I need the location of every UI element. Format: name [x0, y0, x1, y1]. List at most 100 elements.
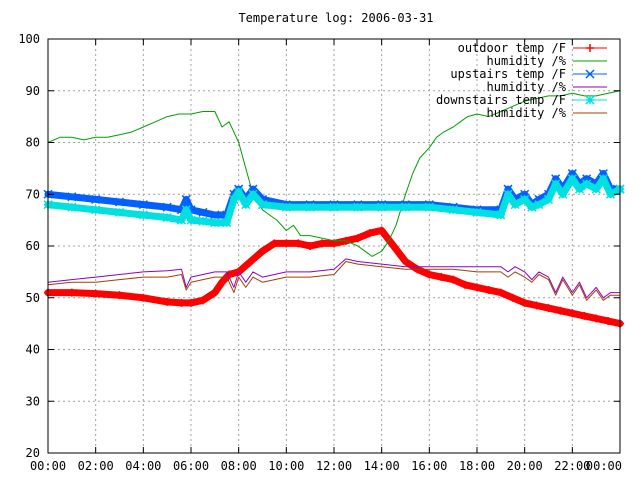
data-point	[598, 174, 608, 184]
data-point	[582, 179, 592, 189]
x-tick-label: 08:00	[221, 459, 257, 473]
data-point	[198, 216, 208, 226]
data-point	[558, 189, 568, 199]
data-point	[67, 288, 76, 297]
data-point	[318, 239, 327, 248]
x-tick-label: 14:00	[364, 459, 400, 473]
data-point	[198, 296, 207, 305]
data-point	[246, 257, 255, 266]
y-tick-label: 50	[26, 291, 40, 305]
legend-label: outdoor temp /F	[458, 41, 566, 55]
x-tick-label: 04:00	[125, 459, 161, 473]
x-tick-label: 18:00	[459, 459, 495, 473]
data-point	[496, 210, 506, 220]
series-3	[47, 258, 621, 299]
data-point	[181, 205, 191, 215]
y-tick-label: 40	[26, 343, 40, 357]
data-point	[461, 280, 470, 289]
data-point	[568, 309, 577, 318]
data-point	[449, 275, 458, 284]
data-point	[527, 202, 537, 212]
data-point	[258, 247, 267, 256]
data-point	[210, 288, 219, 297]
data-point	[520, 194, 530, 204]
data-point	[162, 202, 172, 212]
data-point	[543, 194, 554, 204]
x-tick-label: 00:00	[586, 459, 622, 473]
data-point	[138, 210, 148, 220]
x-tick-label: 12:00	[316, 459, 352, 473]
data-point	[114, 197, 125, 207]
data-point	[377, 226, 386, 235]
data-point	[229, 194, 239, 204]
data-point	[472, 207, 482, 217]
data-point	[556, 306, 565, 315]
data-point	[503, 189, 513, 199]
data-point	[282, 239, 291, 248]
data-point	[176, 215, 186, 225]
data-point	[496, 288, 505, 297]
data-point	[210, 210, 220, 220]
legend-label: upstairs temp /F	[450, 67, 566, 81]
data-point	[306, 242, 315, 250]
data-point	[217, 278, 226, 287]
data-point	[400, 202, 411, 212]
data-point	[270, 239, 279, 248]
data-point	[389, 242, 398, 250]
series-line	[47, 258, 621, 299]
data-point	[520, 298, 529, 307]
data-point	[604, 317, 613, 326]
data-point	[567, 174, 577, 184]
data-point	[198, 207, 208, 217]
data-point	[377, 202, 387, 212]
data-point	[248, 189, 258, 199]
chart-title: Temperature log: 2006-03-31	[238, 11, 433, 25]
data-point	[181, 194, 191, 204]
data-point	[210, 218, 220, 228]
data-point	[67, 192, 77, 202]
y-tick-label: 70	[26, 187, 40, 201]
data-point	[187, 298, 195, 307]
data-point	[605, 189, 615, 199]
data-point	[329, 202, 339, 212]
series-4	[43, 174, 625, 228]
series-0	[44, 226, 624, 328]
data-point	[294, 239, 303, 248]
x-tick-label: 20:00	[507, 459, 543, 473]
data-point	[437, 273, 446, 282]
data-point	[484, 285, 493, 294]
x-tick-label: 16:00	[411, 459, 447, 473]
data-point	[574, 184, 585, 194]
data-point	[115, 291, 124, 300]
x-tick-label: 00:00	[30, 459, 66, 473]
y-tick-label: 30	[26, 394, 40, 408]
data-point	[139, 293, 148, 302]
data-point	[222, 218, 232, 228]
data-point	[353, 234, 362, 243]
y-tick-label: 80	[26, 136, 40, 150]
data-point	[91, 289, 100, 298]
data-point	[257, 200, 268, 210]
legend-label: humidity /%	[487, 80, 567, 94]
series-5	[47, 261, 621, 301]
y-tick-label: 20	[26, 446, 40, 460]
data-point	[162, 213, 172, 223]
data-point	[448, 205, 458, 215]
data-point	[91, 205, 101, 215]
data-point	[365, 229, 374, 238]
legend-marker	[586, 44, 594, 52]
x-tick-label: 06:00	[173, 459, 209, 473]
legend-label: humidity /%	[487, 54, 567, 68]
x-tick-label: 02:00	[78, 459, 114, 473]
grid-layer	[48, 39, 620, 453]
data-point	[114, 207, 125, 217]
data-point	[551, 179, 561, 189]
data-point	[424, 202, 434, 212]
data-point	[544, 304, 553, 313]
plot-frame	[47, 38, 621, 454]
series-line	[47, 90, 621, 257]
data-point	[425, 270, 434, 279]
x-tick-label: 10:00	[268, 459, 304, 473]
